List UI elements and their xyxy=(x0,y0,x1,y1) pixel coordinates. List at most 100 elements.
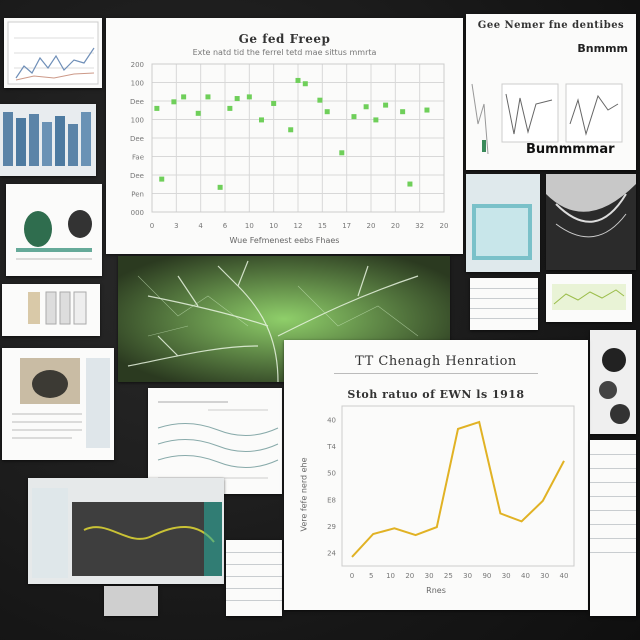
thumb-bw-photo-card xyxy=(590,330,636,434)
x-tick-label: 30 xyxy=(540,572,549,580)
y-tick-label: 24 xyxy=(327,550,336,558)
x-tick-label: 6 xyxy=(223,222,228,230)
y-tick-label: 100 xyxy=(131,117,144,125)
scatter-point xyxy=(288,127,294,133)
thumb-band-chart-card xyxy=(546,274,632,322)
scatter-point xyxy=(259,117,264,123)
x-tick-label: 20 xyxy=(440,222,449,230)
small-multiples-label-b: Bummmmar xyxy=(526,142,615,157)
line-chart-header: TT Chenagh Henration xyxy=(334,354,538,374)
monitor-sine-wave-card xyxy=(28,478,224,584)
line-series xyxy=(351,420,565,558)
y-tick-label: Dee xyxy=(130,135,144,143)
y-tick-label: T4 xyxy=(326,443,336,451)
small-multiples-title: Gee Nemer fne dentibes xyxy=(477,20,625,31)
line-plot: 40 T4 50 E8 29 24 0 5 10 20 30 25 30 90 30 40 30 40 xyxy=(326,405,575,580)
thumb-sheet-bottom xyxy=(226,540,282,616)
scatter-chart-panel: Ge fed Freep Exte natd tid the ferrel te… xyxy=(106,18,463,254)
x-tick-label: 17 xyxy=(342,222,351,230)
thumb-line-chart xyxy=(7,21,99,85)
x-tick-label: 10 xyxy=(245,222,254,230)
scatter-point xyxy=(154,105,160,111)
x-tick-label: 5 xyxy=(369,572,373,580)
small-multiples-charts xyxy=(471,83,623,155)
y-tick-label: 100 xyxy=(131,80,144,88)
thumb-vials-card xyxy=(2,284,100,336)
x-tick-label: 25 xyxy=(444,572,453,580)
monitor-sine-wave xyxy=(32,488,222,578)
thumb-photo-doc xyxy=(12,358,110,448)
scatter-point xyxy=(383,102,389,108)
scatter-point xyxy=(205,94,211,100)
y-tick-label: Pen xyxy=(131,191,144,199)
scatter-point xyxy=(159,176,165,182)
scatter-chart-subtitle: Exte natd tid the ferrel tetd mae sittus… xyxy=(192,48,377,57)
scatter-point xyxy=(234,96,240,102)
y-tick-label: Dee xyxy=(130,98,144,106)
thumb-3d-object xyxy=(16,210,92,260)
x-tick-label: 4 xyxy=(198,222,203,230)
scatter-point xyxy=(227,105,233,111)
x-tick-label: 32 xyxy=(415,222,424,230)
x-tick-label: 30 xyxy=(463,572,472,580)
y-tick-label: 000 xyxy=(131,209,144,217)
x-tick-label: 30 xyxy=(425,572,434,580)
small-multiples-panel: Gee Nemer fne dentibes Bnmmm Bummmmar xyxy=(466,14,636,170)
thumb-bar-chart-card xyxy=(0,104,96,176)
y-tick-label: 50 xyxy=(327,470,336,478)
scatter-point xyxy=(400,109,406,115)
x-tick-label: 15 xyxy=(318,222,327,230)
x-tick-label: 12 xyxy=(294,222,303,230)
line-chart-x-label: Rnes xyxy=(426,586,446,595)
thumb-line-chart-card xyxy=(4,18,102,88)
scatter-point xyxy=(339,150,345,156)
x-tick-label: 20 xyxy=(367,222,376,230)
scatter-point xyxy=(424,107,430,113)
thumb-wave-doc-card xyxy=(148,388,282,494)
scatter-point xyxy=(271,100,277,106)
thumb-texture-card xyxy=(546,174,636,270)
scatter-point xyxy=(171,99,177,105)
line-chart-title: Stoh ratuo of EWN ls 1918 xyxy=(347,388,525,401)
x-tick-label: 40 xyxy=(560,572,569,580)
y-tick-label: E8 xyxy=(327,496,336,504)
scatter-point xyxy=(373,117,379,123)
scatter-point xyxy=(317,97,323,103)
x-tick-label: 20 xyxy=(391,222,400,230)
scatter-point xyxy=(363,104,369,110)
scatter-point xyxy=(324,109,330,115)
thumb-photo-doc-card xyxy=(2,348,114,460)
x-tick-label: 10 xyxy=(386,572,395,580)
scatter-point xyxy=(351,114,357,120)
monitor-stand xyxy=(104,586,158,616)
small-multiples-label-a: Bnmmm xyxy=(577,42,628,55)
scatter-point xyxy=(195,110,201,116)
scatter-point xyxy=(407,181,413,187)
scatter-point xyxy=(217,184,223,190)
thumb-vials xyxy=(28,291,87,325)
y-tick-label: Dee xyxy=(130,172,144,180)
x-tick-label: 30 xyxy=(502,572,511,580)
y-tick-label: 200 xyxy=(131,61,144,69)
thumb-bar-chart xyxy=(3,112,91,166)
scatter-point xyxy=(302,81,308,87)
x-tick-label: 0 xyxy=(150,222,154,230)
thumb-texture xyxy=(546,184,636,270)
y-tick-label: 40 xyxy=(327,416,336,424)
thumb-sheet-right xyxy=(590,440,636,616)
line-chart-panel: TT Chenagh Henration Stoh ratuo of EWN l… xyxy=(284,340,588,610)
thumb-table-card xyxy=(470,278,538,330)
scatter-point xyxy=(181,94,187,100)
thumb-bw-photo xyxy=(599,348,630,424)
y-tick-label: Fae xyxy=(132,154,144,162)
thumb-screen-card xyxy=(466,174,540,272)
thumb-band-chart xyxy=(552,284,626,310)
x-tick-label: 10 xyxy=(269,222,278,230)
thumb-screen xyxy=(472,204,532,260)
x-tick-label: 0 xyxy=(350,572,354,580)
scatter-x-axis-label: Wue Fefmenest eebs Fhaes xyxy=(229,236,340,245)
y-tick-label: 29 xyxy=(327,523,336,531)
x-tick-label: 40 xyxy=(521,572,530,580)
